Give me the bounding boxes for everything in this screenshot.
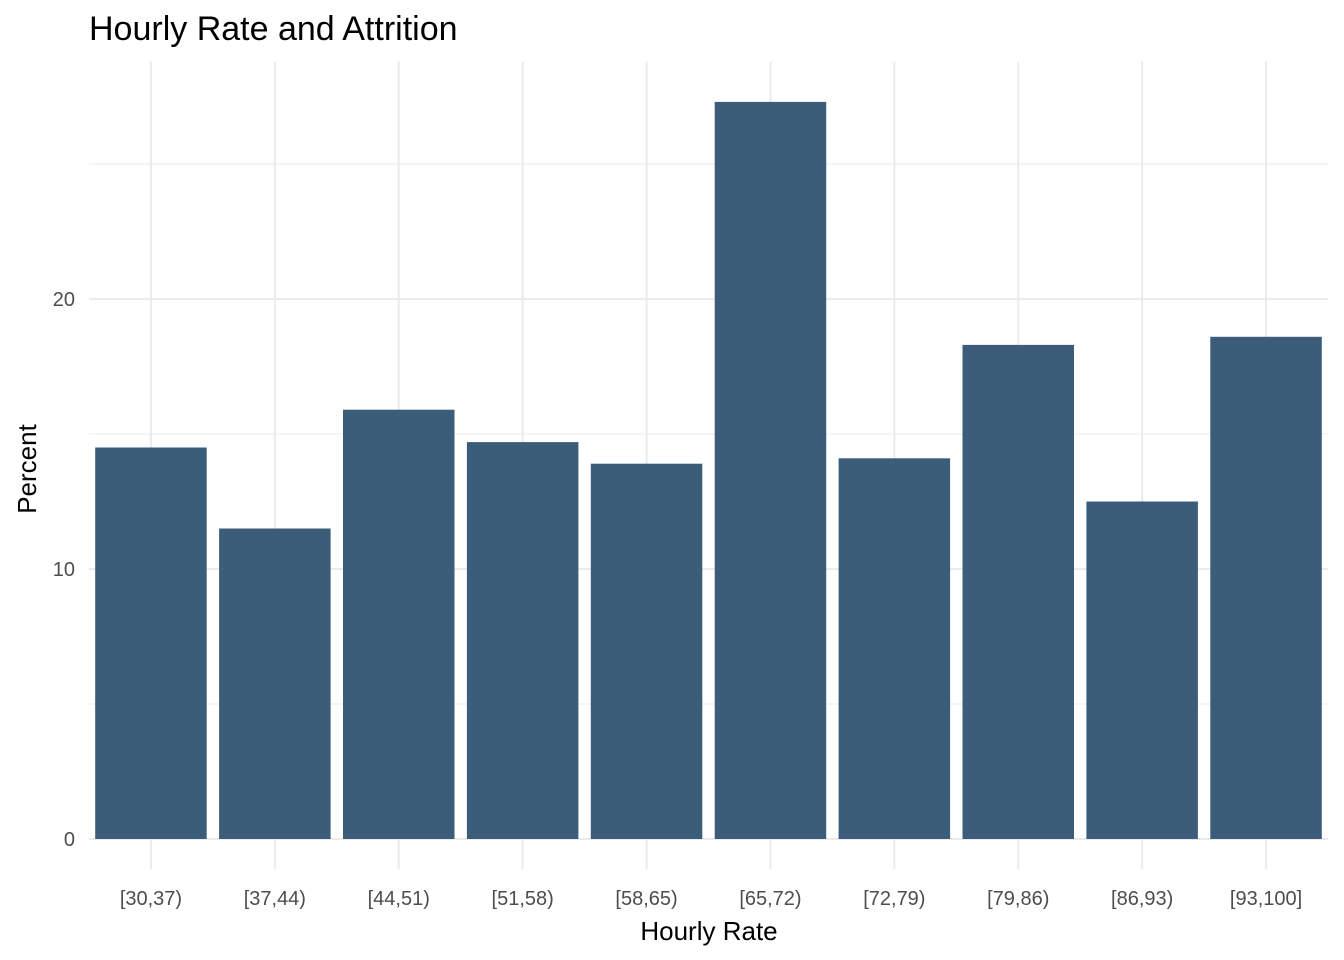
- x-tick-label: [58,65): [615, 888, 677, 910]
- x-axis-title: Hourly Rate: [640, 916, 777, 946]
- x-tick-label: [72,79): [863, 888, 925, 910]
- x-tick-label: [93,100]: [1230, 888, 1302, 910]
- bar-7: [962, 344, 1075, 839]
- chart-title: Hourly Rate and Attrition: [89, 10, 458, 48]
- bar-1: [219, 528, 331, 839]
- bar-3: [466, 442, 579, 839]
- y-axis-title: Percent: [12, 423, 42, 513]
- x-tick-label: [86,93): [1111, 888, 1173, 910]
- y-axis-ticks: 0 10 20: [53, 289, 75, 851]
- bar-8: [1086, 501, 1198, 839]
- bar-9: [1210, 336, 1322, 839]
- bar-4: [590, 463, 703, 839]
- x-tick-label: [79,86): [987, 888, 1049, 910]
- x-axis-ticks: [30,37) [37,44) [44,51) [51,58) [58,65) [65,7…: [120, 888, 1302, 910]
- bar-2: [342, 409, 455, 839]
- bar-5: [714, 101, 827, 839]
- x-tick-label: [37,44): [244, 888, 306, 910]
- x-tick-label: [30,37): [120, 888, 182, 910]
- y-tick-label: 20: [53, 289, 75, 311]
- y-tick-label: 10: [53, 559, 75, 581]
- bar-6: [838, 458, 951, 839]
- x-tick-label: [44,51): [368, 888, 430, 910]
- bars-layer: [95, 101, 1322, 839]
- x-tick-label: [51,58): [492, 888, 554, 910]
- bar-0: [95, 447, 207, 839]
- x-tick-label: [65,72): [739, 888, 801, 910]
- y-tick-label: 0: [64, 829, 75, 851]
